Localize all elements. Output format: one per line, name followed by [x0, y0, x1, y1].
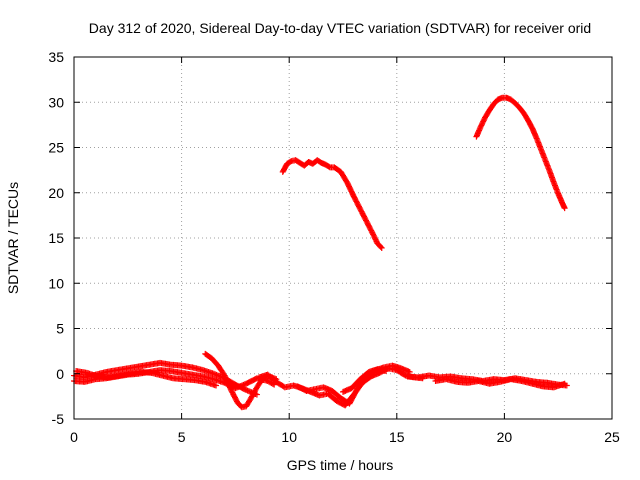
series-sat-low-8	[432, 376, 568, 391]
y-tick-label: 0	[56, 366, 64, 382]
series-sat-low-5	[256, 365, 426, 409]
chart-title: Day 312 of 2020, Sidereal Day-to-day VTE…	[89, 20, 591, 36]
series-sat-low-9	[340, 366, 390, 395]
data-point	[561, 205, 568, 212]
y-tick-label: 25	[48, 140, 64, 156]
series-sat-low-6	[294, 362, 413, 407]
series-sat-high-1	[279, 157, 385, 251]
y-tick-label: 30	[48, 94, 64, 110]
series-sat-low-4	[202, 350, 280, 411]
data-point	[213, 382, 220, 389]
x-tick-label: 25	[604, 429, 620, 445]
data-point	[378, 244, 385, 251]
x-tick-label: 10	[281, 429, 297, 445]
x-tick-label: 20	[497, 429, 513, 445]
series-sat-high-2	[473, 94, 568, 212]
axes: 0 5 10 15 20 25 -5 0 5 10 15 20 25 30 35	[48, 49, 620, 445]
data-point	[561, 380, 568, 387]
data-point	[383, 368, 390, 375]
y-tick-label: -5	[52, 411, 65, 427]
data-point	[401, 371, 408, 378]
y-tick-label: 20	[48, 185, 64, 201]
series-sat-low-3	[73, 368, 220, 389]
y-tick-label: 5	[56, 321, 64, 337]
y-tick-label: 10	[48, 275, 64, 291]
grid	[74, 57, 612, 419]
data-point	[377, 244, 384, 251]
x-axis-label: GPS time / hours	[287, 457, 394, 473]
x-tick-label: 0	[70, 429, 78, 445]
x-tick-label: 15	[389, 429, 405, 445]
y-axis-label: SDTVAR / TECUs	[5, 182, 21, 294]
y-tick-label: 15	[48, 230, 64, 246]
y-tick-label: 35	[48, 49, 64, 65]
data-layer	[71, 94, 570, 411]
x-tick-label: 5	[178, 429, 186, 445]
